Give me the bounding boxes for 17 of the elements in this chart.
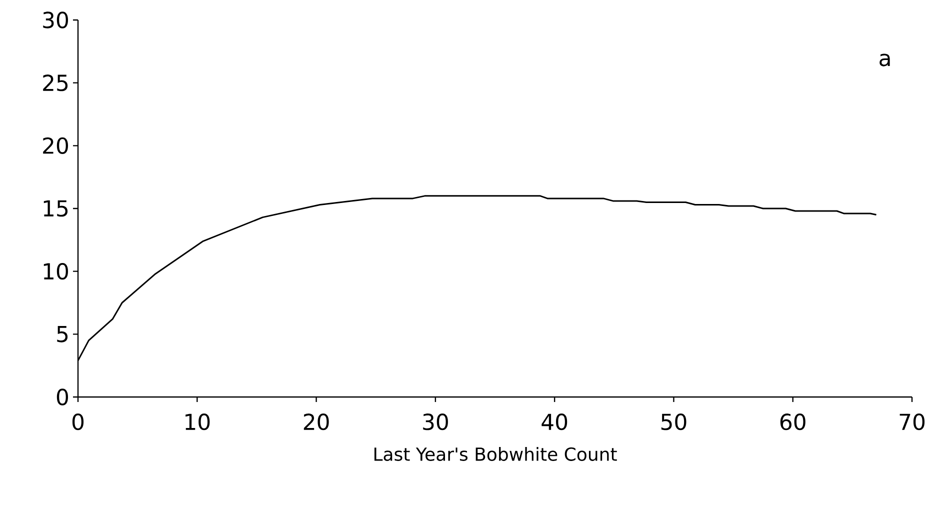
annotation: a [880,54,890,66]
x-tick-label: 0 [72,414,84,430]
y-tick-label: 10 [44,263,68,280]
x-tick-label: 70 [900,414,925,430]
x-tick-label: 10 [186,414,210,430]
x-axis-title: Last Year's Bobwhite Count [374,447,617,461]
y-tick-label: 5 [57,326,68,342]
y-tick-label: 0 [56,388,68,406]
x-tick-label: 60 [780,414,806,430]
y-tick-label: 25 [43,74,68,92]
y-tick-label: 30 [43,12,68,28]
x-tick-label: 50 [661,414,686,430]
x-tick-label: 30 [423,414,448,430]
x-tick-label: 40 [542,414,568,430]
y-tick-label: 20 [43,137,68,154]
x-tick-label: 20 [304,414,329,430]
y-tick-label: 15 [44,200,68,217]
